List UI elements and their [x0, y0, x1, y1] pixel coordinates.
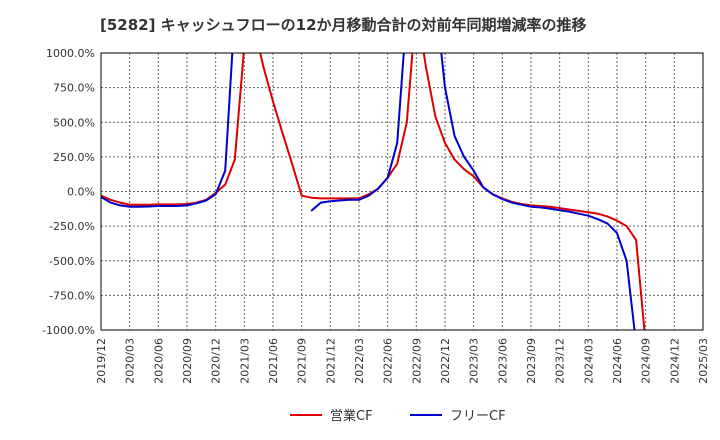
y-tick-label: 0.0%	[67, 186, 95, 199]
x-tick-label: 2023/12	[554, 338, 567, 384]
legend-label: 営業CF	[330, 408, 373, 424]
y-tick-label: 500.0%	[53, 116, 95, 129]
y-axis-ticks: 1000.0% 750.0% 500.0% 250.0% 0.0% -250.0% -500…	[42, 47, 95, 337]
y-tick-label: -500.0%	[49, 255, 95, 268]
x-tick-label: 2021/03	[238, 338, 251, 384]
grid-lines	[100, 52, 704, 331]
x-tick-label: 2024/03	[582, 338, 595, 384]
x-tick-label: 2023/09	[525, 338, 538, 384]
x-tick-label: 2023/03	[468, 338, 481, 384]
x-axis-ticks: 2019/12 2020/03 2020/06 2020/09 2020/12 2021/…	[95, 338, 710, 384]
x-tick-label: 2020/12	[210, 338, 223, 384]
x-tick-label: 2021/09	[296, 338, 309, 384]
y-tick-label: -250.0%	[49, 220, 95, 233]
x-tick-label: 2020/09	[181, 338, 194, 384]
x-tick-label: 2022/06	[382, 338, 395, 384]
legend-label: フリーCF	[450, 409, 506, 424]
x-tick-label: 2022/12	[439, 338, 452, 384]
x-tick-label: 2022/09	[410, 338, 423, 384]
y-tick-label: 250.0%	[53, 151, 95, 164]
x-tick-label: 2021/06	[267, 338, 280, 384]
x-tick-label: 2024/12	[668, 338, 681, 384]
x-tick-label: 2025/03	[697, 338, 710, 384]
x-tick-label: 2024/06	[611, 338, 624, 384]
plot-frame	[100, 52, 704, 331]
y-tick-label: -750.0%	[49, 289, 95, 302]
x-tick-label: 2020/06	[152, 338, 165, 384]
x-tick-label: 2024/09	[640, 338, 653, 384]
chart-title: [5282] キャッシュフローの12か月移動合計の対前年同期増減率の推移	[100, 16, 587, 34]
y-tick-label: -1000.0%	[42, 324, 95, 337]
y-tick-label: 1000.0%	[46, 47, 95, 60]
series-line-operating-cf	[101, 53, 646, 330]
series-lines	[101, 53, 646, 330]
x-tick-label: 2022/03	[353, 338, 366, 384]
x-tick-label: 2020/03	[124, 338, 137, 384]
legend: 営業CF フリーCF	[290, 408, 506, 424]
x-tick-label: 2023/06	[496, 338, 509, 384]
x-tick-label: 2019/12	[95, 338, 108, 384]
series-line-free-cf	[101, 53, 636, 330]
x-tick-label: 2021/12	[324, 338, 337, 384]
y-tick-label: 750.0%	[53, 82, 95, 95]
